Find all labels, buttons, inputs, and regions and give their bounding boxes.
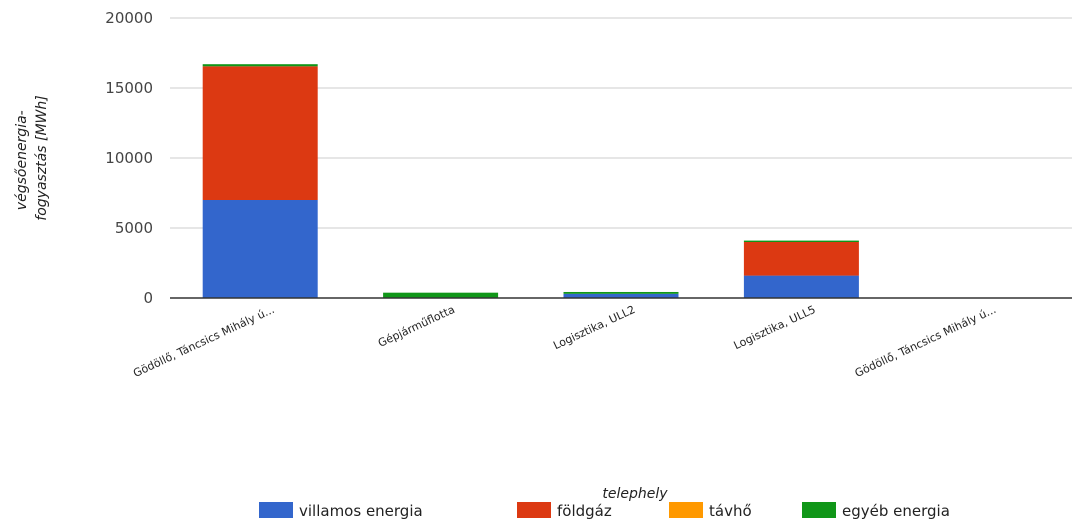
legend-label: távhő (709, 502, 752, 520)
gridlines (170, 17, 1072, 229)
y-axis-title-line-2: fogyasztás [MWh] (34, 95, 50, 220)
y-tick-label: 20000 (105, 9, 153, 27)
bar-segment (743, 240, 859, 242)
bars (202, 64, 859, 298)
y-axis-ticks: 0 5000 10000 15000 20000 (105, 9, 153, 307)
bar-segment (202, 66, 318, 200)
legend-label: földgáz (557, 502, 612, 520)
x-tick-label: Logisztika, ULL5 (732, 303, 818, 352)
x-tick-label: Gépjárműflotta (376, 303, 457, 350)
x-tick-label: Logisztika, ULL2 (551, 303, 637, 352)
legend-swatch (669, 502, 703, 518)
x-axis-ticks: Gödöllő, Táncsics Mihály ú... Gépjárműflo… (131, 303, 998, 380)
x-tick-label: Gödöllő, Táncsics Mihály ú... (131, 303, 276, 380)
legend-swatch (517, 502, 551, 518)
x-tick-label: Gödöllő, Táncsics Mihály ú... (853, 303, 998, 380)
y-tick-label: 15000 (105, 79, 153, 97)
bar-segment (563, 293, 679, 298)
legend-label: egyéb energia (842, 502, 950, 520)
y-tick-label: 0 (143, 289, 153, 307)
y-tick-label: 5000 (115, 219, 153, 237)
bar-segment (202, 64, 318, 67)
bar-segment (383, 292, 499, 298)
legend-label: villamos energia (299, 502, 423, 520)
legend: villamos energia földgáz távhő egyéb energi… (259, 502, 950, 520)
legend-swatch (259, 502, 293, 518)
legend-swatch (802, 502, 836, 518)
y-tick-label: 10000 (105, 149, 153, 167)
x-axis-title: telephely (602, 486, 668, 502)
bar-segment (563, 291, 679, 294)
bar-segment (743, 242, 859, 276)
bar-segment (743, 275, 859, 298)
y-axis-title-line-1: végsőenergia- (14, 110, 30, 210)
bar-segment (202, 200, 318, 298)
y-axis-title: végsőenergia- fogyasztás [MWh] (14, 95, 50, 220)
